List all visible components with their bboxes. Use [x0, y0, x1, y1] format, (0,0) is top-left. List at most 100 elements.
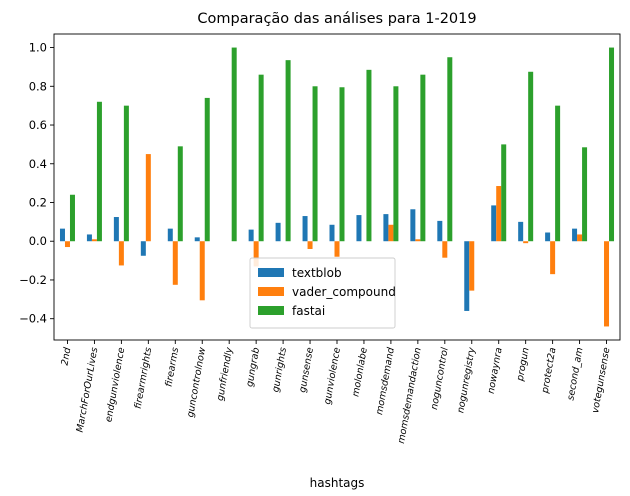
- bar-fastai-momsdemandaction: [420, 74, 426, 242]
- bar-textblob-guncontrolnow: [194, 237, 200, 242]
- bar-fastai-protect2a: [555, 105, 561, 242]
- x-tick-label: molonlabe: [350, 346, 370, 397]
- legend-box: [249, 257, 396, 329]
- x-tick-label: momsdemand: [374, 346, 397, 416]
- bar-textblob-progun: [518, 221, 524, 242]
- bar-textblob-momsdemandaction: [410, 209, 416, 242]
- x-tick-label: gunrights: [270, 347, 289, 394]
- bar-vader_compound-progun: [523, 241, 529, 244]
- legend-swatch-textblob: [258, 268, 284, 277]
- bar-textblob-momsdemand: [383, 214, 389, 242]
- x-tick-label: nogunregistry: [455, 346, 477, 414]
- bar-fastai-progun: [528, 71, 534, 242]
- x-tick-label: firearms: [163, 347, 181, 388]
- plot-frame: [53, 33, 621, 341]
- bar-vader_compound-momsdemand: [388, 224, 394, 242]
- legend-label-vader_compound: vader_compound: [292, 285, 396, 299]
- bar-fastai-MarchForOurLives: [96, 101, 102, 242]
- bar-fastai-gungrab: [258, 74, 264, 242]
- y-tick-label: 0.0: [29, 234, 47, 248]
- y-tick-label: −0.4: [19, 312, 47, 326]
- bar-fastai-gunfriendly: [231, 47, 237, 242]
- y-tick-label: 0.4: [29, 157, 47, 171]
- bar-vader_compound-nowaynra: [496, 186, 502, 242]
- x-tick-label: gunsense: [297, 346, 316, 393]
- bar-textblob-molonlabe: [356, 215, 362, 242]
- bar-vader_compound-firearmrights: [145, 154, 151, 242]
- bar-fastai-gunrights: [285, 60, 291, 242]
- bar-textblob-2nd: [59, 228, 65, 242]
- bar-vader_compound-MarchForOurLives: [91, 239, 97, 242]
- bar-vader_compound-guncontrolnow: [199, 241, 205, 301]
- bar-fastai-molonlabe: [366, 69, 372, 242]
- x-tick-label: noguncontrol: [429, 346, 451, 410]
- bar-textblob-noguncontrol: [437, 220, 443, 242]
- bar-vader_compound-protect2a: [550, 241, 556, 275]
- x-tick-label: momsdemandaction: [396, 347, 424, 445]
- x-axis-label: hashtags: [310, 476, 365, 490]
- bar-vader_compound-votegunsense: [604, 241, 610, 327]
- x-tick-label: firearmrights: [133, 347, 155, 410]
- y-axis: −0.4 −0.2 0.0 0.2 0.4 0.6 0.8 1.0: [19, 41, 54, 326]
- bar-vader_compound-gunsense: [307, 241, 313, 249]
- x-tick-label: guncontrolnow: [185, 346, 208, 418]
- x-tick-label: protect2a: [540, 346, 559, 395]
- bar-vader_compound-noguncontrol: [442, 241, 448, 258]
- bar-vader_compound-gungrab: [253, 241, 259, 267]
- bar-fastai-guncontrolnow: [204, 97, 210, 242]
- bar-vader_compound-endgunviolence: [118, 241, 124, 266]
- bar-textblob-nowaynra: [491, 205, 497, 242]
- legend-label-textblob: textblob: [292, 266, 342, 280]
- x-tick-label: gunfriendly: [215, 346, 235, 402]
- bar-textblob-gunsense: [302, 216, 308, 242]
- bar-fastai-nowaynra: [501, 144, 507, 242]
- bar-textblob-nogunregistry: [464, 241, 470, 311]
- bar-vader_compound-momsdemandaction: [415, 239, 421, 242]
- x-tick-label: nowaynra: [486, 346, 505, 394]
- legend-label-fastai: fastai: [292, 304, 325, 318]
- legend-swatch-vader_compound: [258, 287, 284, 296]
- bar-fastai-momsdemand: [393, 86, 399, 242]
- x-tick-label: votegunsense: [590, 346, 612, 414]
- x-tick-label: gungrab: [244, 347, 262, 388]
- bar-fastai-votegunsense: [609, 47, 615, 242]
- bar-vader_compound-gunviolence: [334, 241, 340, 257]
- bar-fastai-second_am: [582, 147, 588, 242]
- bar-textblob-firearms: [167, 228, 173, 242]
- x-axis: 2nd MarchForOurLives endgunviolence firearm…: [59, 340, 613, 445]
- bar-textblob-protect2a: [545, 232, 551, 242]
- x-tick-label: endgunviolence: [103, 346, 127, 423]
- x-tick-label: MarchForOurLives: [75, 347, 101, 434]
- x-tick-label: progun: [515, 347, 532, 383]
- bar-vader_compound-firearms: [172, 241, 178, 285]
- y-tick-label: 1.0: [29, 41, 47, 55]
- x-tick-label: gunviolence: [322, 346, 343, 405]
- bar-textblob-endgunviolence: [113, 217, 119, 242]
- bar-fastai-gunsense: [312, 86, 318, 242]
- bar-fastai-2nd: [69, 194, 75, 242]
- bar-textblob-gunrights: [275, 222, 281, 242]
- x-tick-label: 2nd: [59, 346, 73, 367]
- bar-textblob-firearmrights: [140, 241, 146, 256]
- bar-fastai-noguncontrol: [447, 57, 453, 242]
- bar-vader_compound-second_am: [577, 234, 583, 242]
- x-tick-label: second_am: [565, 347, 585, 402]
- bar-vader_compound-nogunregistry: [469, 241, 475, 291]
- y-tick-label: 0.2: [29, 195, 47, 209]
- bar-fastai-endgunviolence: [123, 105, 129, 242]
- y-tick-label: 0.6: [29, 118, 47, 132]
- legend-swatch-fastai: [258, 306, 284, 315]
- bar-fastai-firearms: [177, 146, 183, 242]
- y-tick-label: 0.8: [29, 79, 47, 93]
- bar-textblob-gungrab: [248, 229, 254, 242]
- bars-layer: [59, 47, 615, 327]
- bar-vader_compound-2nd: [64, 241, 70, 248]
- bar-textblob-gunviolence: [329, 224, 335, 242]
- bar-textblob-second_am: [572, 228, 578, 242]
- bar-textblob-MarchForOurLives: [86, 234, 92, 242]
- bar-fastai-gunviolence: [339, 87, 345, 242]
- y-tick-label: −0.2: [19, 273, 47, 287]
- chart-title: Comparação das análises para 1-2019: [197, 11, 476, 27]
